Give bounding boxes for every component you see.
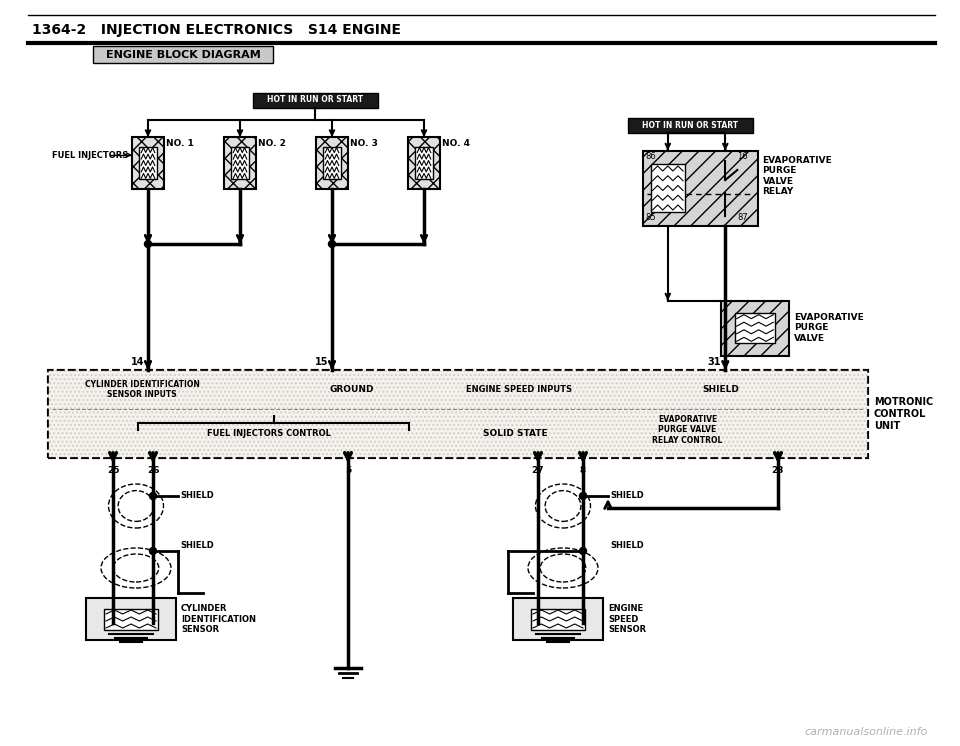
Text: CYLINDER IDENTIFICATION
SENSOR INPUTS: CYLINDER IDENTIFICATION SENSOR INPUTS xyxy=(84,380,200,399)
Text: carmanualsonline.info: carmanualsonline.info xyxy=(804,727,928,737)
Text: SOLID STATE: SOLID STATE xyxy=(483,429,548,438)
Text: 26: 26 xyxy=(147,466,159,475)
Text: 5: 5 xyxy=(345,466,351,475)
Bar xyxy=(721,301,789,356)
Bar xyxy=(628,118,753,133)
Circle shape xyxy=(150,492,156,500)
Bar xyxy=(513,598,603,640)
Text: 23: 23 xyxy=(772,466,784,475)
Bar xyxy=(734,313,776,343)
Text: EVAPORATIVE
PURGE VALVE
RELAY CONTROL: EVAPORATIVE PURGE VALVE RELAY CONTROL xyxy=(653,415,723,445)
Text: MOTRONIC
CONTROL
UNIT: MOTRONIC CONTROL UNIT xyxy=(874,397,933,431)
Bar xyxy=(252,93,377,107)
Text: SHIELD: SHIELD xyxy=(180,492,214,501)
Bar xyxy=(651,163,685,213)
Text: 27: 27 xyxy=(532,466,544,475)
Text: 1364-2   INJECTION ELECTRONICS   S14 ENGINE: 1364-2 INJECTION ELECTRONICS S14 ENGINE xyxy=(32,23,401,37)
Text: NO. 3: NO. 3 xyxy=(350,140,378,148)
Text: 31: 31 xyxy=(708,357,721,367)
Bar xyxy=(415,147,433,179)
Bar xyxy=(48,370,868,458)
Bar xyxy=(531,609,585,630)
Bar xyxy=(104,609,158,630)
Text: 14: 14 xyxy=(131,357,144,367)
Text: ENGINE SPEED INPUTS: ENGINE SPEED INPUTS xyxy=(467,385,572,394)
Text: 85: 85 xyxy=(645,213,656,222)
Circle shape xyxy=(145,240,152,248)
Bar xyxy=(408,137,440,189)
Text: ENGINE
SPEED
SENSOR: ENGINE SPEED SENSOR xyxy=(608,604,646,634)
Text: 8: 8 xyxy=(580,466,587,475)
Text: HOT IN RUN OR START: HOT IN RUN OR START xyxy=(642,121,738,130)
Bar xyxy=(132,137,164,189)
Bar xyxy=(86,598,176,640)
Bar xyxy=(324,147,341,179)
Text: NO. 1: NO. 1 xyxy=(166,140,194,148)
Text: 16: 16 xyxy=(737,152,748,161)
Text: FUEL INJECTORS CONTROL: FUEL INJECTORS CONTROL xyxy=(207,429,331,438)
Text: FUEL INJECTORS: FUEL INJECTORS xyxy=(52,151,129,160)
Bar xyxy=(642,151,757,225)
Bar xyxy=(93,46,273,63)
Text: ENGINE BLOCK DIAGRAM: ENGINE BLOCK DIAGRAM xyxy=(106,49,260,60)
Circle shape xyxy=(580,548,587,554)
Circle shape xyxy=(580,492,587,500)
Text: SHIELD: SHIELD xyxy=(180,541,214,550)
Text: SHIELD: SHIELD xyxy=(610,541,644,550)
Text: SHIELD: SHIELD xyxy=(702,385,739,394)
Text: CYLINDER
IDENTIFICATION
SENSOR: CYLINDER IDENTIFICATION SENSOR xyxy=(181,604,256,634)
Bar xyxy=(139,147,156,179)
Text: 87: 87 xyxy=(737,213,748,222)
Text: 86: 86 xyxy=(645,152,657,161)
Text: 15: 15 xyxy=(315,357,328,367)
Text: NO. 4: NO. 4 xyxy=(442,140,470,148)
Bar xyxy=(48,370,868,458)
Text: NO. 2: NO. 2 xyxy=(258,140,286,148)
Text: 25: 25 xyxy=(107,466,119,475)
Text: EVAPORATIVE
PURGE
VALVE
RELAY: EVAPORATIVE PURGE VALVE RELAY xyxy=(762,156,832,196)
Circle shape xyxy=(150,548,156,554)
Text: SHIELD: SHIELD xyxy=(610,492,644,501)
Bar xyxy=(224,137,256,189)
Text: HOT IN RUN OR START: HOT IN RUN OR START xyxy=(267,95,363,104)
Bar xyxy=(316,137,348,189)
Text: GROUND: GROUND xyxy=(329,385,373,394)
Text: EVAPORATIVE
PURGE
VALVE: EVAPORATIVE PURGE VALVE xyxy=(794,313,864,343)
Circle shape xyxy=(328,240,335,248)
Bar xyxy=(231,147,249,179)
